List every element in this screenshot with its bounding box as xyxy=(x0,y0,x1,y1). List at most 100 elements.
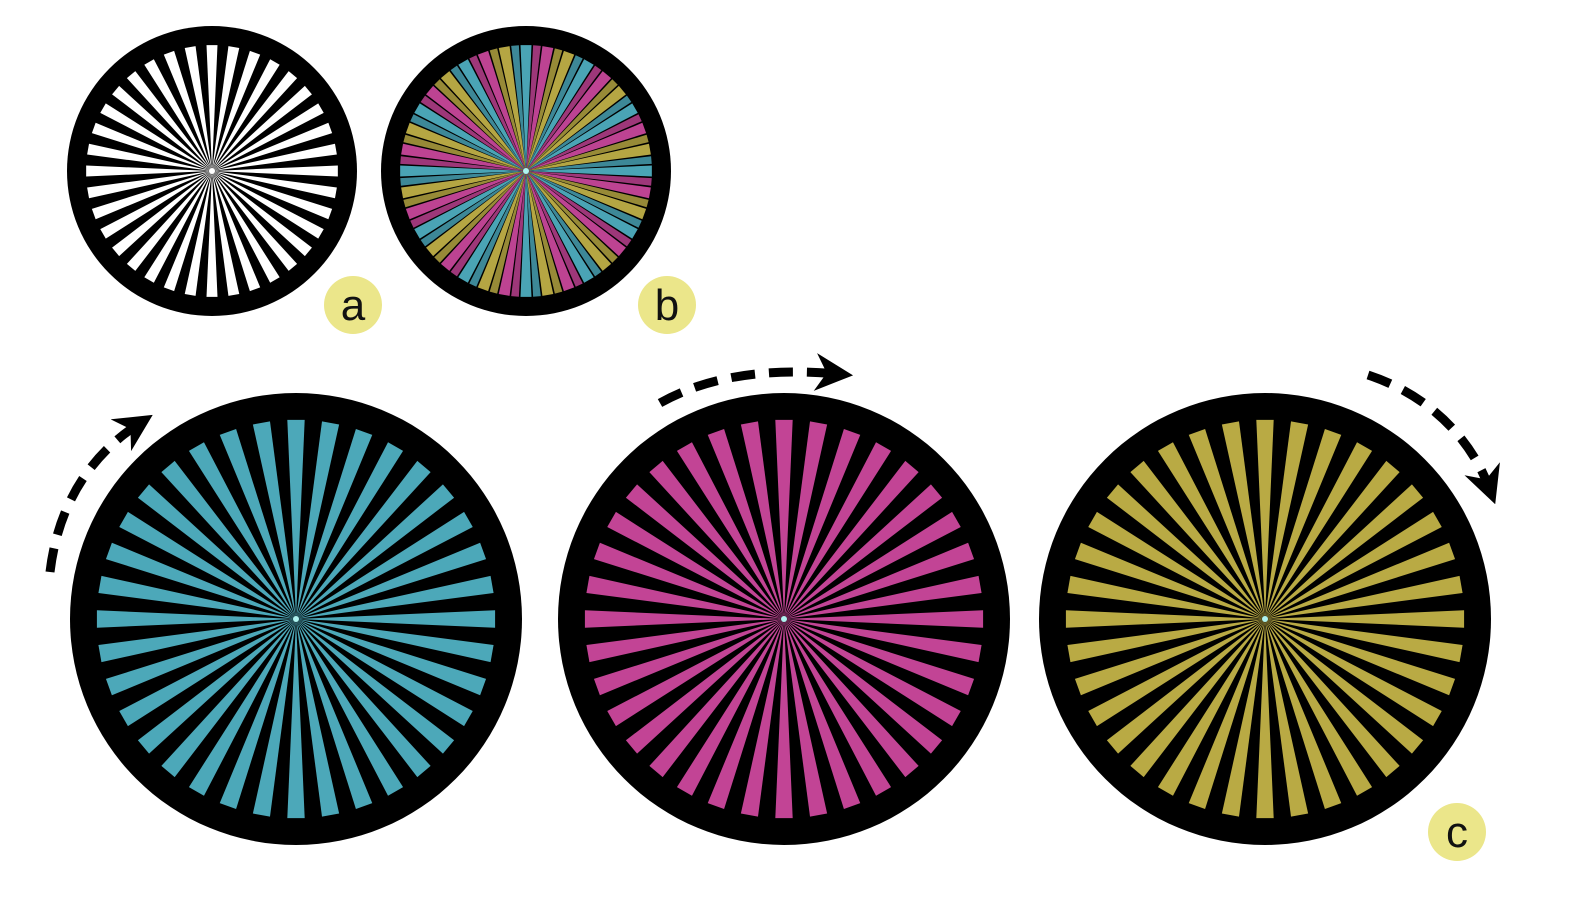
star-spoke xyxy=(212,171,324,239)
star-spoke xyxy=(784,619,961,727)
star-spoke xyxy=(296,421,340,619)
star-spoke xyxy=(526,171,649,208)
star-spoke xyxy=(526,165,652,177)
star-spoke xyxy=(212,122,333,171)
star-spoke xyxy=(405,171,526,220)
star-spoke xyxy=(98,575,296,619)
star-spoke xyxy=(296,428,373,619)
star-spoke xyxy=(526,134,649,171)
star-spoke xyxy=(252,421,296,619)
star-spoke xyxy=(100,103,212,171)
star-spoke xyxy=(526,143,651,171)
star-spoke xyxy=(1265,511,1442,619)
star-spoke xyxy=(526,171,541,297)
star-spoke xyxy=(161,460,296,619)
star-spoke xyxy=(296,619,373,810)
star-spoke xyxy=(526,79,618,171)
star-spoke xyxy=(477,50,526,172)
star-spoke xyxy=(296,542,487,619)
star-spoke xyxy=(526,156,652,171)
star-spoke xyxy=(212,171,280,283)
star-spoke xyxy=(469,171,526,287)
star-spoke xyxy=(403,134,526,171)
star-spoke xyxy=(1265,428,1342,619)
star-spoke xyxy=(296,442,404,619)
star-spoke xyxy=(100,171,212,239)
star-spoke xyxy=(526,85,626,171)
star-spoke xyxy=(526,171,554,296)
panel-a-badge: a xyxy=(324,276,382,334)
star-center xyxy=(781,616,787,622)
star-spoke xyxy=(526,171,638,239)
star-spoke xyxy=(526,59,594,171)
star-spoke xyxy=(420,95,526,171)
star-spoke xyxy=(1074,542,1265,619)
star-spoke xyxy=(1157,442,1265,619)
star-spoke xyxy=(707,428,784,619)
star-spoke xyxy=(784,619,943,754)
star-spoke xyxy=(784,421,828,619)
star-center xyxy=(209,168,215,174)
star-spoke xyxy=(105,619,296,696)
star-spoke xyxy=(296,575,494,619)
star-spoke xyxy=(1221,619,1265,817)
star-spoke xyxy=(607,511,784,619)
star-spoke xyxy=(1130,460,1265,619)
star-spoke xyxy=(458,171,526,283)
star-spoke xyxy=(593,542,784,619)
star-spoke xyxy=(1106,484,1265,619)
star-spoke xyxy=(296,610,496,628)
star-spoke xyxy=(526,114,642,171)
star-spoke xyxy=(1188,428,1265,619)
star-spoke xyxy=(526,171,575,292)
star-spoke xyxy=(212,103,324,171)
star-spoke xyxy=(784,511,961,619)
star-spoke xyxy=(161,619,296,778)
star-spoke xyxy=(252,619,296,817)
star-spoke xyxy=(426,85,526,171)
star-spoke xyxy=(112,171,212,257)
star-spoke xyxy=(1256,619,1274,819)
star-spoke xyxy=(511,171,526,297)
star-spoke xyxy=(1265,460,1400,619)
star-spoke xyxy=(212,171,333,220)
star-spoke xyxy=(784,442,892,619)
star-spoke xyxy=(401,171,526,199)
star-spoke xyxy=(526,103,638,171)
panel-b-label: b xyxy=(655,281,679,330)
star-spoke xyxy=(434,79,526,171)
star-spoke xyxy=(526,122,647,171)
star-spoke xyxy=(440,71,526,171)
star-spoke xyxy=(526,171,632,247)
star-spoke xyxy=(1265,619,1456,696)
star-spoke xyxy=(458,59,526,171)
star-spoke xyxy=(87,143,212,171)
star-spoke xyxy=(296,619,431,778)
star-center xyxy=(1262,616,1268,622)
star-spoke xyxy=(511,45,526,171)
star-spoke xyxy=(163,171,212,292)
star-spoke xyxy=(1265,619,1400,778)
star-spoke xyxy=(784,575,982,619)
star-spoke xyxy=(212,171,298,271)
star-spoke xyxy=(586,575,784,619)
star-spoke xyxy=(206,45,218,171)
star-spoke xyxy=(426,171,526,257)
star-spoke xyxy=(526,95,632,171)
star-spoke xyxy=(410,171,526,228)
star-spoke xyxy=(489,48,526,171)
panel-c-label: c xyxy=(1446,808,1468,857)
star-spoke xyxy=(584,610,784,628)
star-spoke xyxy=(526,171,651,199)
star-spoke xyxy=(1265,610,1465,628)
star-spoke xyxy=(526,65,602,171)
star-spoke xyxy=(526,71,612,171)
star-spoke xyxy=(526,50,575,172)
star-spoke xyxy=(498,171,526,296)
star-spoke xyxy=(86,165,212,177)
star-spoke xyxy=(188,619,296,796)
badge-circle xyxy=(638,276,696,334)
panel-c-yellow-star xyxy=(1039,393,1491,845)
star-spoke xyxy=(212,171,337,199)
star-spoke xyxy=(520,171,532,297)
